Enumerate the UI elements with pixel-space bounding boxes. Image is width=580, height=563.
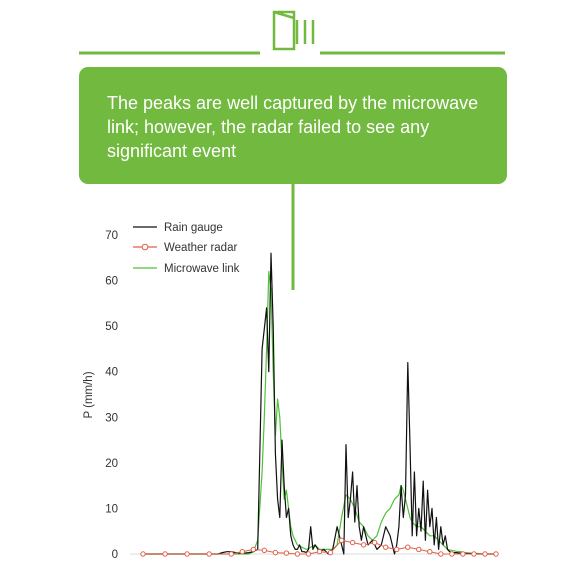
weather-radar-point — [394, 546, 400, 553]
legend-label-microwave-link: Microwave link — [164, 263, 240, 275]
weather-radar-point — [371, 539, 378, 546]
header-graphic — [79, 10, 505, 55]
y-tick-label: 20 — [105, 458, 118, 470]
legend-label-rain-gauge: Rain gauge — [164, 222, 223, 234]
legend: Rain gauge Weather radar Microwave link — [133, 222, 240, 275]
weather-radar-point — [482, 551, 488, 557]
weather-radar-point — [382, 544, 389, 550]
weather-radar-point — [416, 546, 422, 553]
y-axis-title: P (mm/h) — [83, 371, 95, 418]
microwave-link-logo-icon — [272, 10, 315, 51]
weather-radar-point — [493, 551, 499, 557]
weather-radar-point — [239, 549, 245, 555]
weather-radar-point — [184, 551, 190, 557]
y-tick-label: 50 — [105, 321, 118, 333]
weather-radar-point — [272, 549, 279, 556]
weather-radar-point — [283, 550, 290, 556]
series-layer — [140, 252, 499, 557]
weather-radar-point — [427, 549, 433, 555]
weather-radar-point — [294, 551, 301, 557]
legend-label-weather-radar: Weather radar — [164, 242, 237, 254]
weather-radar-point — [360, 542, 367, 548]
y-axis: 0 10 20 30 40 50 60 70 — [105, 230, 118, 561]
weather-radar-point — [471, 551, 477, 557]
weather-radar-point — [349, 539, 356, 546]
y-tick-label: 40 — [105, 367, 118, 379]
weather-radar-point — [228, 551, 234, 557]
weather-radar-point — [438, 551, 444, 557]
weather-radar-point — [327, 549, 334, 556]
y-tick-label: 70 — [105, 230, 118, 242]
weather-radar-point — [449, 551, 455, 557]
y-tick-label: 10 — [105, 503, 118, 515]
microwave-link-line — [143, 270, 496, 555]
callout-box: The peaks are well captured by the micro… — [79, 67, 507, 184]
y-tick-label: 0 — [112, 549, 118, 561]
weather-radar-point — [250, 546, 257, 553]
weather-radar-point — [162, 551, 168, 557]
weather-radar-point — [405, 544, 411, 550]
legend-marker-weather-radar — [141, 243, 149, 251]
weather-radar-point — [261, 547, 268, 554]
y-tick-label: 30 — [105, 412, 118, 424]
weather-radar-point — [140, 551, 146, 557]
weather-radar-point — [460, 551, 466, 557]
callout-text: The peaks are well captured by the micro… — [107, 93, 479, 161]
weather-radar-point — [338, 537, 345, 544]
weather-radar-point — [206, 551, 212, 557]
weather-radar-point — [316, 549, 323, 555]
y-tick-label: 60 — [105, 276, 118, 288]
weather-radar-point — [305, 551, 312, 557]
rain-gauge-line — [143, 252, 496, 555]
